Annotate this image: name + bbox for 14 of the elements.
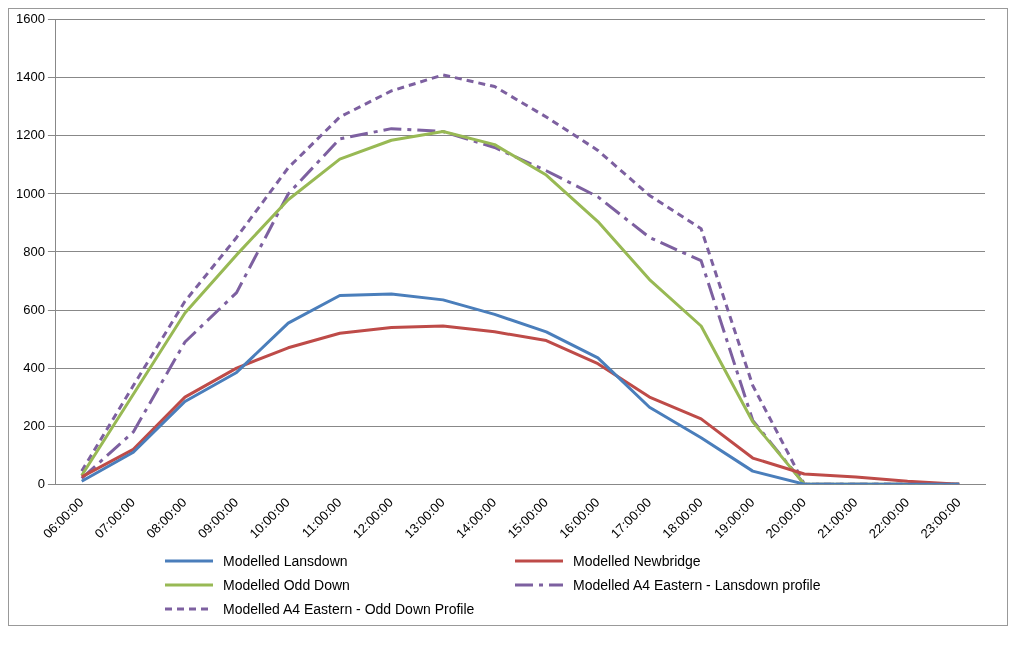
y-tick-label: 0 <box>37 475 45 491</box>
y-tick-label: 1000 <box>16 185 45 201</box>
y-tick-label: 200 <box>23 417 45 433</box>
y-tick-label: 800 <box>23 243 45 259</box>
legend-label: Modelled Odd Down <box>223 577 350 593</box>
y-tick-label: 1600 <box>16 11 45 27</box>
y-tick-label: 400 <box>23 359 45 375</box>
legend-label: Modelled Newbridge <box>573 553 701 569</box>
y-tick-label: 1200 <box>16 127 45 143</box>
y-tick-label: 600 <box>23 301 45 317</box>
legend-label: Modelled A4 Eastern - Lansdown profile <box>573 577 821 593</box>
legend-label: Modelled A4 Eastern - Odd Down Profile <box>223 601 475 617</box>
y-tick-label: 1400 <box>16 69 45 85</box>
legend-label: Modelled Lansdown <box>223 553 348 569</box>
